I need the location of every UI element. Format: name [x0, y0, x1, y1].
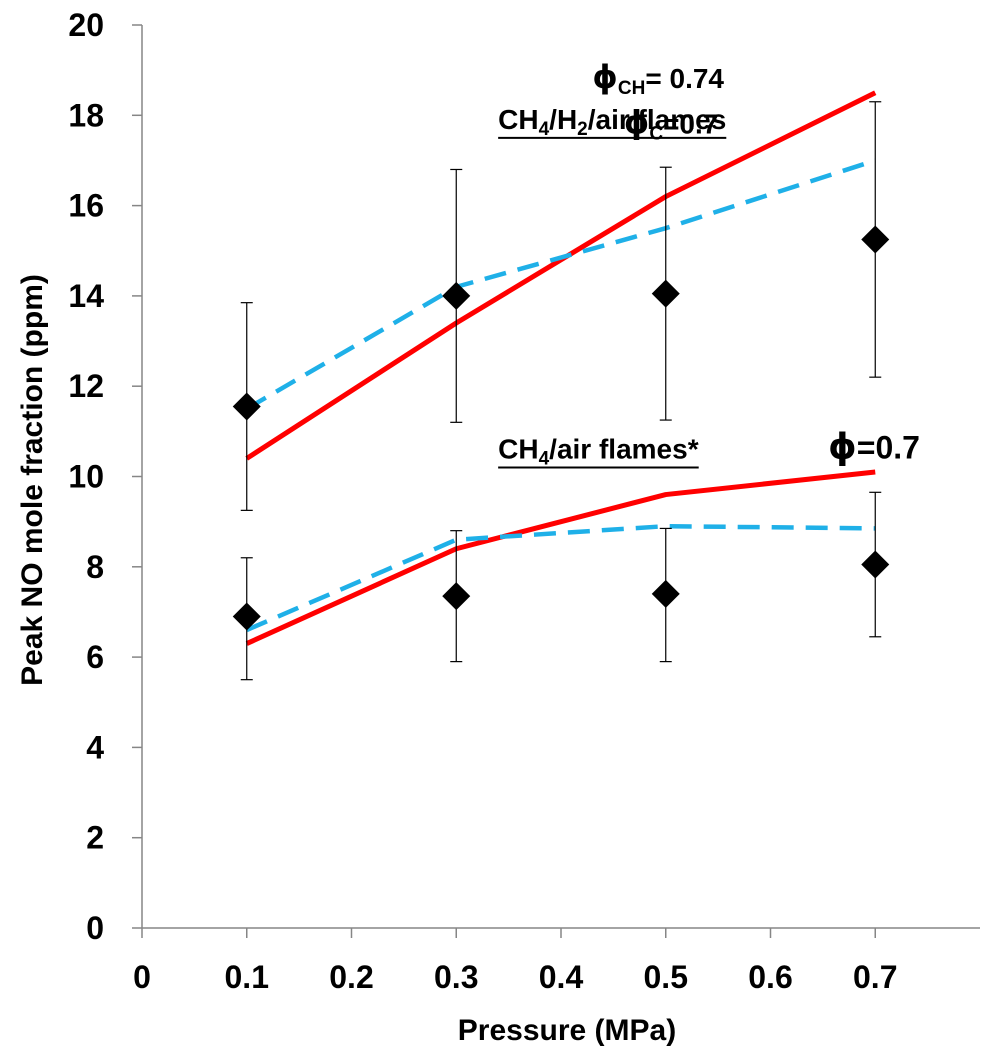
series-line-solid: [245, 90, 877, 461]
x-tick-label: 0.4: [539, 959, 584, 995]
ann-ch4air-p0: CH: [498, 433, 538, 464]
series-line-solid: [245, 469, 876, 646]
data-point-diamond: [442, 281, 471, 310]
ann-ch4h2-p0: CH: [498, 104, 538, 135]
x-tick-label: 0: [133, 959, 151, 995]
y-tick-label: 14: [68, 278, 104, 314]
y-tick-label: 0: [86, 910, 104, 946]
series-lines: [245, 90, 877, 646]
ann-ch4h2-p4: /air flames: [588, 104, 727, 135]
x-tick-label: 0.6: [748, 959, 792, 995]
ann-ch4h2-p3: 2: [577, 119, 588, 140]
data-markers: [232, 225, 890, 631]
series-line-dashed: [245, 523, 876, 633]
y-tick-label: 10: [68, 459, 104, 495]
annotation-ch4h2-air: CH4/H2/air flames: [498, 104, 727, 140]
data-point-diamond: [232, 602, 261, 631]
y-axis-title: Peak NO mole fraction (ppm): [16, 274, 49, 686]
x-tick-label: 0.5: [644, 959, 688, 995]
y-tick-labels: 0 2 4 6 8 10 12 14 16 18 20: [68, 7, 104, 946]
data-point-diamond: [861, 225, 890, 254]
data-point-diamond: [232, 392, 261, 421]
x-tick-labels: 0 0.1 0.2 0.3 0.4 0.5 0.6 0.7: [133, 959, 897, 995]
phi-sub: CH: [618, 78, 645, 99]
svg-text:CH4/H2/air flames: CH4/H2/air flames: [498, 104, 726, 140]
axes: [132, 24, 980, 938]
y-tick-label: 20: [68, 7, 104, 43]
data-point-diamond: [651, 579, 680, 608]
data-point-diamond: [651, 279, 680, 308]
phi-value: =0.7: [857, 429, 920, 465]
y-tick-label: 8: [86, 549, 104, 585]
y-tick-label: 18: [68, 97, 104, 133]
data-point-diamond: [442, 582, 471, 611]
phi-symbol: ϕ: [592, 58, 617, 96]
annotation-phi-ch: ϕCH= 0.74: [592, 58, 724, 99]
y-tick-label: 16: [68, 188, 104, 224]
ann-ch4air-p1: 4: [539, 448, 550, 469]
annotation-phi: ϕ=0.7: [828, 426, 920, 467]
annotation-phi-c: ϕC=0.7: [624, 103, 719, 144]
y-tick-label: 4: [86, 729, 104, 765]
ann-ch4air-p2: /air flames*: [549, 433, 699, 464]
ann-ch4h2-p2: /H: [549, 104, 577, 135]
y-tick-label: 6: [86, 639, 104, 675]
ann-ch4h2-p1: 4: [539, 119, 550, 140]
series-line-dashed: [245, 158, 876, 411]
phi-symbol: ϕ: [828, 426, 857, 467]
phi-sub: C: [649, 123, 663, 144]
phi-value: =0.7: [663, 108, 718, 139]
x-tick-label: 0.2: [329, 959, 373, 995]
svg-text:CH4/air flames*: CH4/air flames*: [498, 433, 699, 469]
data-point-diamond: [861, 550, 890, 579]
x-tick-label: 0.1: [225, 959, 269, 995]
y-tick-label: 2: [86, 820, 104, 856]
x-axis-title: Pressure (MPa): [458, 1014, 676, 1047]
annotation-ch4-air: CH4/air flames*: [498, 433, 699, 469]
phi-symbol: ϕ: [624, 103, 649, 141]
x-tick-label: 0.3: [434, 959, 478, 995]
y-tick-label: 12: [68, 368, 104, 404]
x-tick-label: 0.7: [853, 959, 897, 995]
phi-value: = 0.74: [645, 63, 724, 94]
